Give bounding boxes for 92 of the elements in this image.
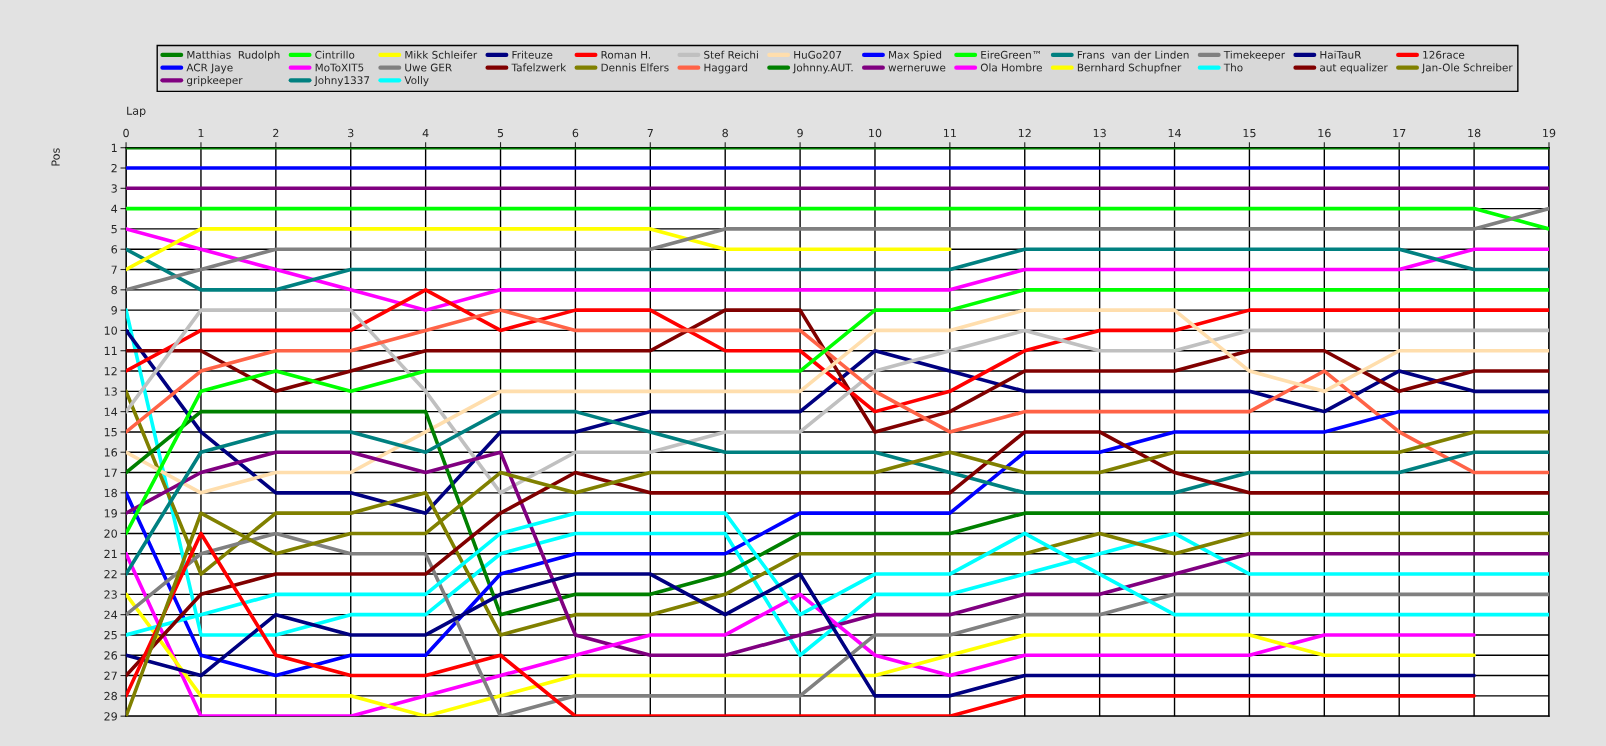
y-tick-label: 27: [104, 671, 117, 680]
y-tick-label: 29: [104, 712, 117, 721]
y-tick-label: 2: [111, 163, 117, 173]
legend-label: gripkeeper: [186, 76, 243, 87]
y-tick-label: 3: [111, 184, 117, 193]
y-tick-label: 11: [104, 346, 117, 355]
y-tick-label: 9: [111, 306, 117, 315]
x-tick-label: 6: [572, 128, 579, 138]
y-tick-label: 17: [104, 468, 117, 477]
x-tick-label: 7: [647, 128, 653, 138]
line-series: [126, 409, 1549, 576]
legend-label: Frans van der Linden: [1077, 50, 1189, 59]
legend-label: Friteuze: [512, 50, 553, 59]
line-series: [126, 572, 1476, 698]
x-tick-label: 17: [1393, 128, 1406, 138]
legend-label: Jan-Ole Schreiber: [1421, 63, 1513, 74]
y-tick-label: 10: [104, 326, 117, 335]
x-tick-label: 12: [1018, 128, 1031, 138]
legend-label: Cintrillo: [315, 50, 355, 59]
x-tick-label: 8: [722, 128, 728, 138]
y-tick-label: 14: [104, 407, 118, 416]
x-tick-label: 0: [123, 128, 129, 138]
legend-label: HuGo207: [794, 50, 842, 59]
line-series: [126, 308, 1549, 658]
legend-label: ACR Jaye: [186, 63, 233, 74]
y-tick-label: 19: [104, 509, 117, 518]
legend-label: HaiTauR: [1320, 50, 1362, 59]
legend-label: Timekeeper: [1223, 50, 1286, 61]
x-tick-label: 2: [273, 128, 279, 138]
line-series: [126, 308, 1549, 434]
x-tick-label: 16: [1318, 128, 1331, 138]
legend-label: Haggard: [704, 63, 748, 74]
y-tick-label: 12: [104, 367, 117, 376]
line-series: [126, 450, 1549, 658]
x-tick-label: 5: [497, 128, 504, 138]
y-tick-label: 4: [111, 204, 118, 213]
x-tick-label: 11: [944, 128, 956, 138]
y-tick-label: 16: [104, 448, 118, 457]
legend-label: Mikk Schleifer: [405, 50, 478, 59]
line-series: [126, 409, 1549, 617]
legend-label: EireGreen™: [981, 50, 1040, 59]
y-tick-label: 23: [104, 590, 117, 599]
y-tick-label: 24: [104, 610, 118, 619]
legend-label: Roman H.: [601, 51, 651, 59]
x-tick-label: 10: [869, 128, 882, 138]
line-series: [126, 288, 1549, 536]
line-series: [126, 328, 1549, 515]
x-tick-label: 3: [348, 128, 354, 138]
y-tick-label: 26: [104, 651, 118, 660]
x-tick-label: 9: [797, 128, 803, 138]
line-series: [126, 592, 1476, 717]
legend-label: Johny1337: [314, 76, 370, 87]
y-tick-label: 1: [111, 143, 117, 152]
legend-label: Dennis Elfers: [601, 63, 669, 72]
x-tick-label: 14: [1168, 128, 1181, 138]
legend-label: Johnny.AUT.: [792, 63, 853, 74]
legend-label: MoToXIT5: [315, 63, 364, 72]
legend-label: werneruwe: [888, 65, 946, 72]
x-tick-label: 19: [1543, 128, 1556, 138]
legend-label: Ola Hombre: [980, 63, 1042, 72]
line-series: [126, 206, 1549, 292]
y-tick-label: 15: [104, 428, 117, 437]
legend-label: 126race: [1423, 50, 1465, 59]
legend-label: Volly: [404, 76, 429, 87]
x-tick-label: 18: [1468, 128, 1481, 138]
x-tick-label: 13: [1093, 128, 1106, 138]
y-tick-label: 6: [111, 245, 118, 254]
y-tick-label: 21: [104, 549, 117, 558]
legend-label: Tho: [1223, 63, 1243, 72]
y-axis-title: Pos: [51, 148, 60, 166]
y-tick-label: 20: [104, 529, 117, 538]
y-tick-label: 7: [111, 265, 117, 274]
line-series: [126, 227, 1549, 312]
y-tick-label: 28: [104, 691, 117, 701]
y-tick-label: 25: [104, 630, 117, 640]
legend-label: Max Spied: [889, 50, 942, 61]
y-tick-label: 22: [104, 570, 117, 579]
legend-label: Bernhard Schupfner: [1077, 63, 1182, 74]
y-tick-label: 13: [104, 387, 117, 396]
x-tick-label: 15: [1243, 128, 1256, 138]
y-tick-label: 8: [111, 285, 117, 295]
y-tick-label: 5: [111, 225, 117, 234]
legend-label: Uwe GER: [405, 63, 452, 72]
legend-label: aut equalizer: [1320, 63, 1388, 74]
x-tick-label: 4: [422, 128, 429, 138]
legend-label: Stef Reichi: [704, 50, 758, 59]
legend-label: Tafelzwerk: [511, 63, 567, 72]
line-series: [126, 288, 1549, 414]
x-axis-title: Lap: [127, 106, 146, 118]
y-tick-label: 18: [104, 488, 117, 498]
x-tick-label: 1: [198, 128, 204, 138]
legend-label: Matthias Rudolph: [187, 50, 280, 61]
